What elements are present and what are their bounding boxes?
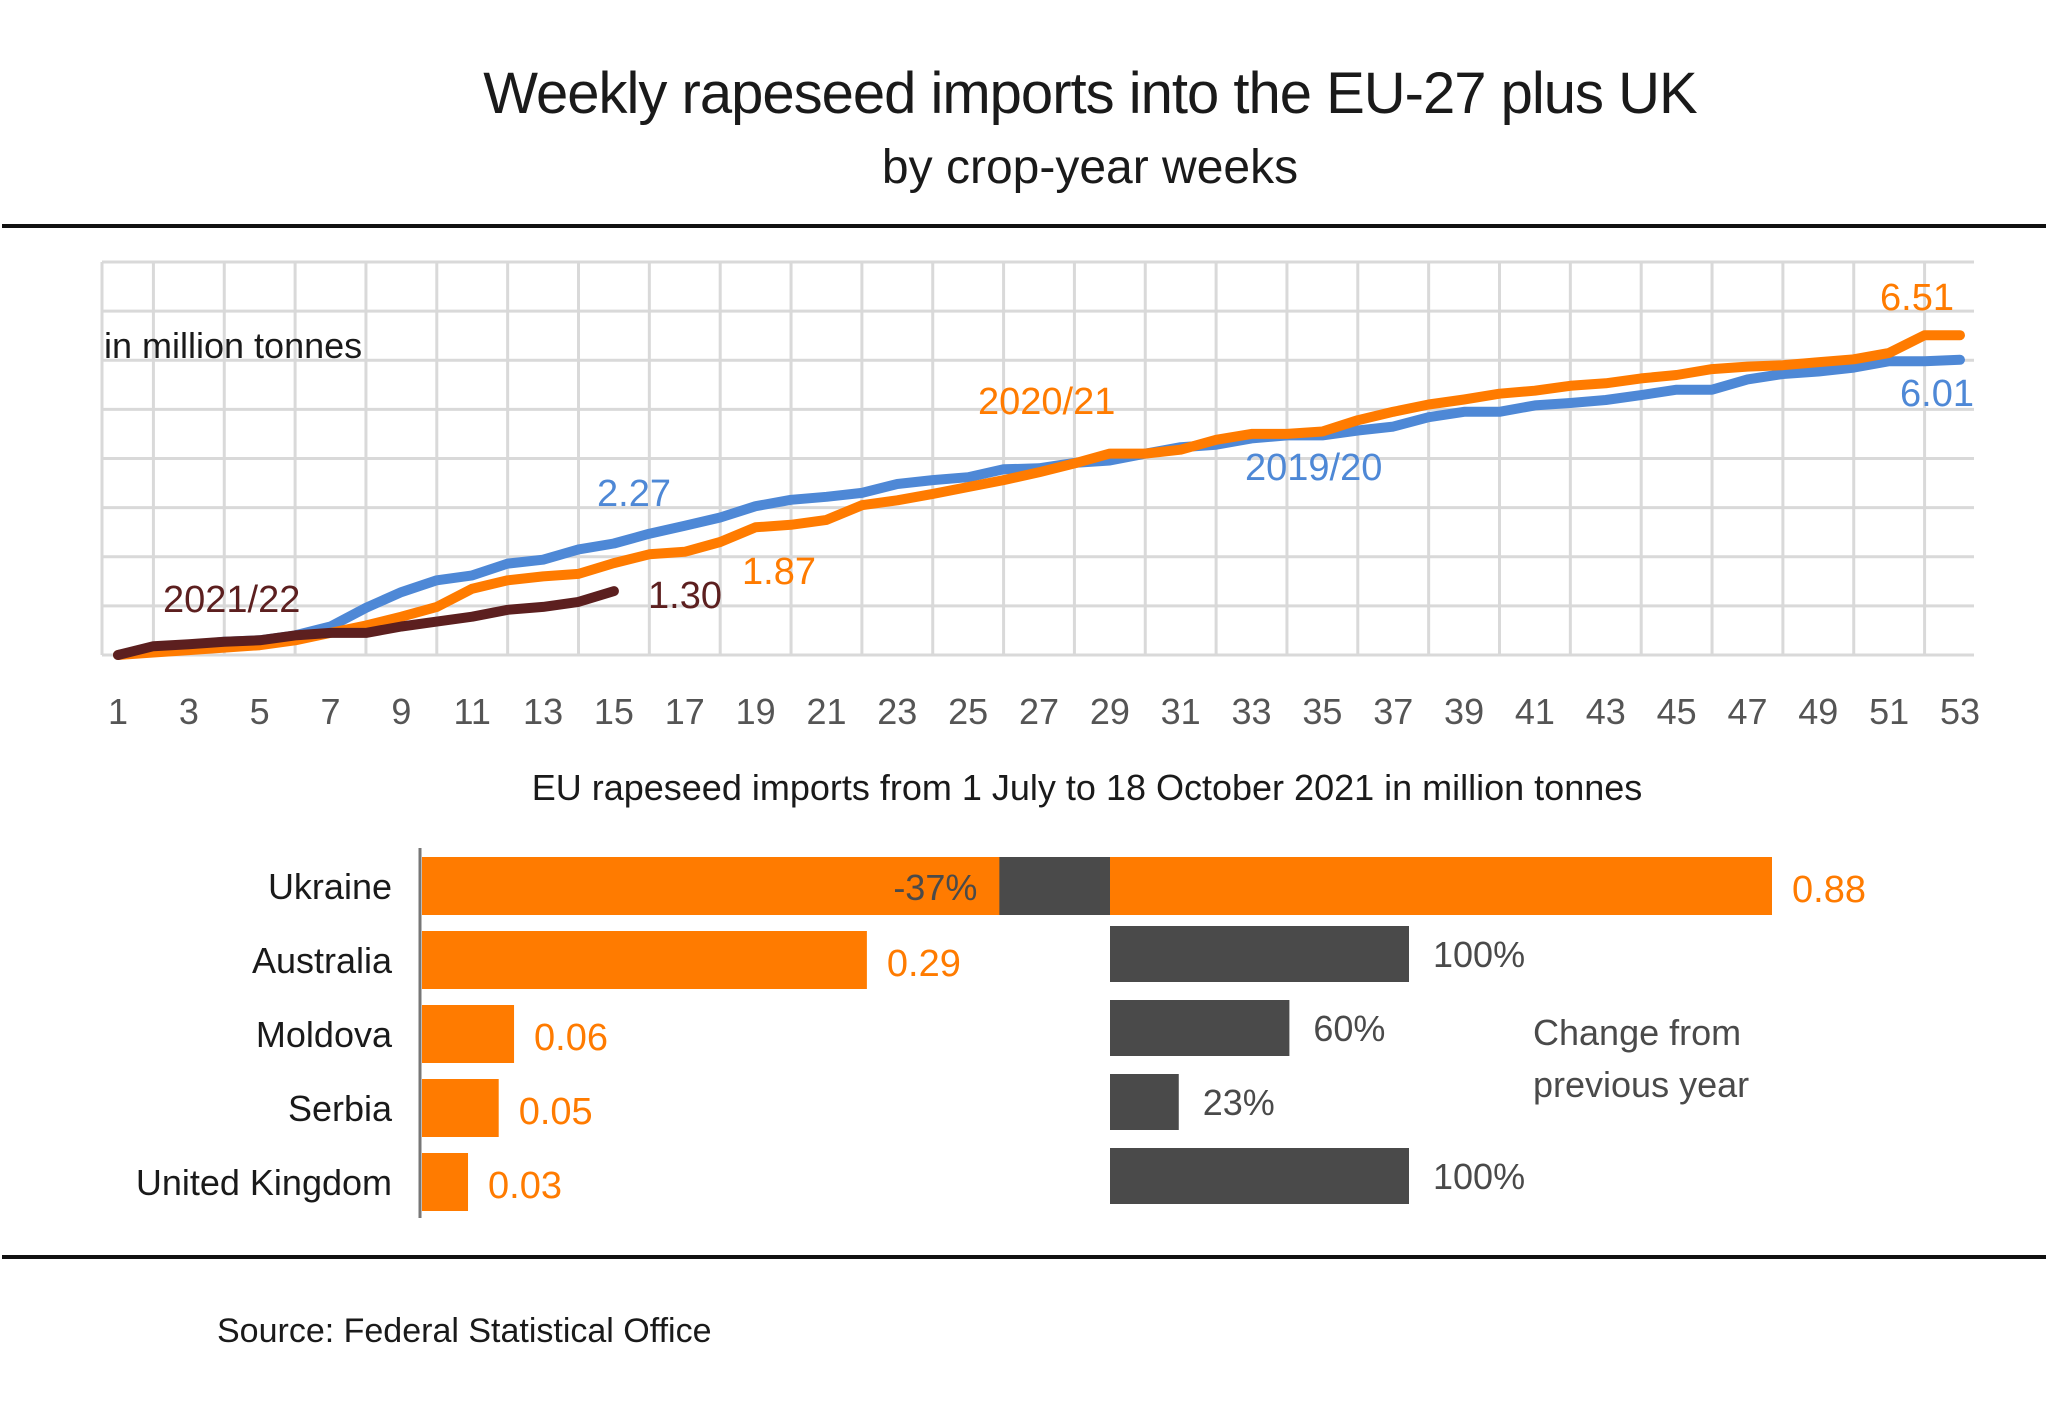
data-label: 2020/21	[978, 381, 1115, 423]
x-tick-label: 15	[594, 691, 634, 732]
import-value-label: 0.05	[519, 1091, 593, 1133]
y-axis-label: in million tonnes	[104, 325, 362, 366]
bar-category-label: Australia	[252, 940, 393, 981]
x-tick-label: 25	[948, 691, 988, 732]
x-tick-label: 37	[1373, 691, 1413, 732]
x-tick-label: 21	[806, 691, 846, 732]
change-bar	[1110, 1148, 1409, 1204]
x-tick-label: 27	[1019, 691, 1059, 732]
import-value-label: 0.03	[488, 1165, 562, 1207]
change-value-label: 100%	[1433, 1156, 1525, 1197]
x-tick-label: 11	[454, 691, 491, 732]
x-tick-label: 19	[736, 691, 776, 732]
x-tick-label: 5	[250, 691, 270, 732]
x-tick-label: 3	[179, 691, 199, 732]
x-tick-label: 29	[1090, 691, 1130, 732]
change-value-label: 60%	[1313, 1008, 1385, 1049]
data-label: 2.27	[597, 473, 671, 515]
change-value-label: 100%	[1433, 934, 1525, 975]
import-value-label: 0.88	[1792, 869, 1866, 911]
bar-category-label: Moldova	[256, 1014, 393, 1055]
x-tick-label: 13	[523, 691, 563, 732]
bar-category-label: United Kingdom	[136, 1162, 392, 1203]
source-note: Source: Federal Statistical Office	[217, 1312, 712, 1350]
series-line-2020-21	[113, 330, 1965, 660]
change-value-label: 23%	[1203, 1082, 1275, 1123]
change-value-label: -37%	[893, 867, 977, 908]
bar-category-label: Ukraine	[268, 866, 392, 907]
x-tick-label: 35	[1302, 691, 1342, 732]
change-legend-line1: Change from	[1533, 1012, 1741, 1053]
x-tick-label: 23	[877, 691, 917, 732]
x-tick-label: 47	[1727, 691, 1767, 732]
change-bar	[1110, 1074, 1179, 1130]
import-bar	[422, 1153, 469, 1211]
data-label: 2019/20	[1245, 447, 1382, 489]
chart-subtitle: by crop-year weeks	[881, 141, 1299, 194]
change-bar	[999, 857, 1110, 915]
import-bar	[422, 1079, 499, 1137]
x-tick-label: 43	[1586, 691, 1626, 732]
import-value-label: 0.29	[887, 943, 961, 985]
series-line-2021-22	[113, 586, 619, 660]
bar-chart-title: EU rapeseed imports from 1 July to 18 Oc…	[532, 767, 1643, 808]
x-tick-label: 51	[1869, 691, 1909, 732]
x-tick-label: 45	[1657, 691, 1697, 732]
import-bar	[422, 1005, 515, 1063]
x-tick-label: 7	[321, 691, 341, 732]
chart-title: Weekly rapeseed imports into the EU-27 p…	[483, 61, 1697, 126]
bottom-divider	[2, 1255, 2046, 1259]
change-legend-line2: previous year	[1533, 1064, 1749, 1105]
data-label: 6.01	[1900, 373, 1974, 415]
x-tick-label: 53	[1940, 691, 1980, 732]
data-label: 6.51	[1880, 277, 1954, 319]
x-tick-label: 17	[665, 691, 705, 732]
x-tick-label: 39	[1444, 691, 1484, 732]
x-tick-label: 31	[1161, 691, 1201, 732]
x-tick-label: 41	[1515, 691, 1555, 732]
change-bar	[1110, 1000, 1290, 1056]
x-tick-label: 1	[108, 691, 128, 732]
change-bar	[1110, 926, 1409, 982]
x-tick-label: 33	[1232, 691, 1272, 732]
data-label: 1.30	[648, 575, 722, 617]
x-tick-label: 49	[1798, 691, 1838, 732]
bar-category-label: Serbia	[288, 1088, 393, 1129]
import-value-label: 0.06	[534, 1017, 608, 1059]
top-divider	[2, 224, 2046, 228]
x-tick-label: 9	[391, 691, 411, 732]
import-bar	[422, 931, 867, 989]
data-label: 2021/22	[163, 579, 300, 621]
data-label: 1.87	[742, 551, 816, 593]
